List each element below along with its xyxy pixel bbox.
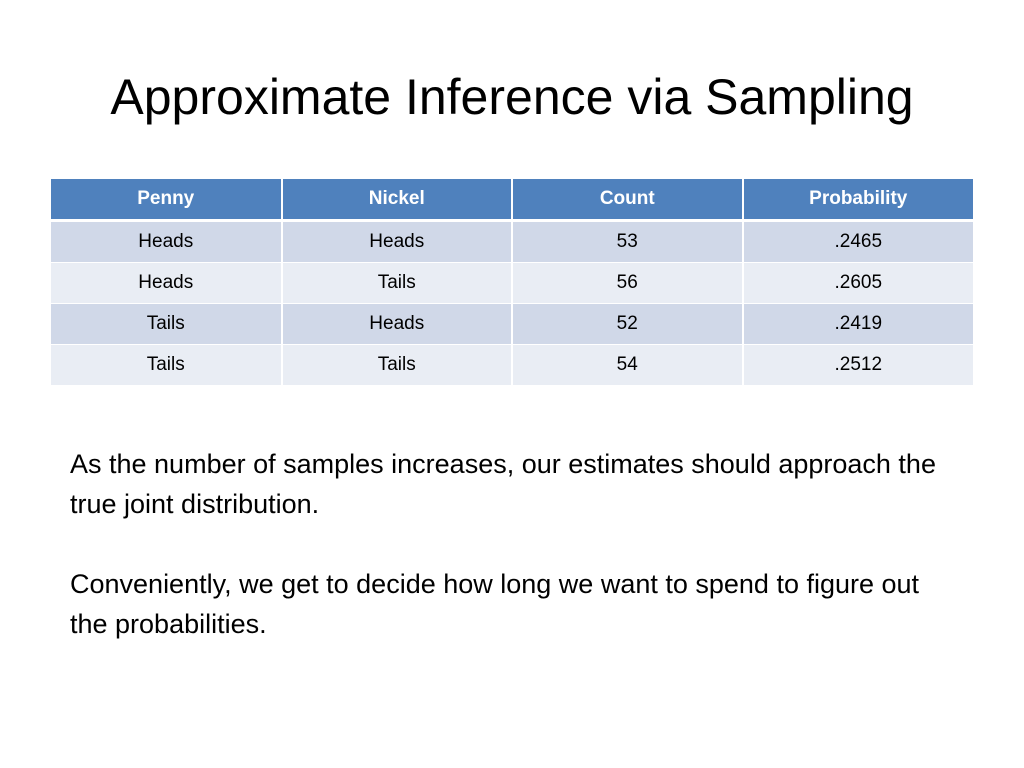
table-row: Heads Tails 56 .2605 <box>51 262 973 304</box>
table-row: Heads Heads 53 .2465 <box>51 220 973 263</box>
slide-body-text: As the number of samples increases, our … <box>70 444 950 644</box>
sampling-table: Penny Nickel Count Probability Heads Hea… <box>51 179 973 386</box>
table-container: Penny Nickel Count Probability Heads Hea… <box>51 179 973 386</box>
table-cell: Heads <box>280 220 513 263</box>
header-row: Penny Nickel Count Probability <box>51 179 973 222</box>
table-body: Heads Heads 53 .2465 Heads Tails 56 .260… <box>51 220 973 386</box>
table-cell: .2512 <box>741 344 973 386</box>
table-cell: 56 <box>511 262 744 304</box>
table-cell: 53 <box>511 220 744 263</box>
table-header: Penny Nickel Count Probability <box>51 179 973 222</box>
table-cell: Heads <box>280 303 513 345</box>
table-cell: Tails <box>51 344 283 386</box>
table-cell: Heads <box>51 220 283 263</box>
header-cell-penny: Penny <box>51 179 283 222</box>
table-cell: .2605 <box>741 262 973 304</box>
table-cell: 52 <box>511 303 744 345</box>
slide-title: Approximate Inference via Sampling <box>110 69 914 125</box>
body-paragraph: Conveniently, we get to decide how long … <box>70 569 920 639</box>
header-cell-nickel: Nickel <box>280 179 513 222</box>
table-cell: 54 <box>511 344 744 386</box>
table-cell: Tails <box>280 262 513 304</box>
table-cell: Tails <box>280 344 513 386</box>
table-row: Tails Heads 52 .2419 <box>51 303 973 345</box>
header-cell-probability: Probability <box>741 179 973 222</box>
table-row: Tails Tails 54 .2512 <box>51 344 973 386</box>
table-cell: Tails <box>51 303 283 345</box>
body-paragraph: As the number of samples increases, our … <box>70 449 936 519</box>
table-cell: .2465 <box>741 220 973 263</box>
table-cell: Heads <box>51 262 283 304</box>
header-cell-count: Count <box>511 179 744 222</box>
table-cell: .2419 <box>741 303 973 345</box>
